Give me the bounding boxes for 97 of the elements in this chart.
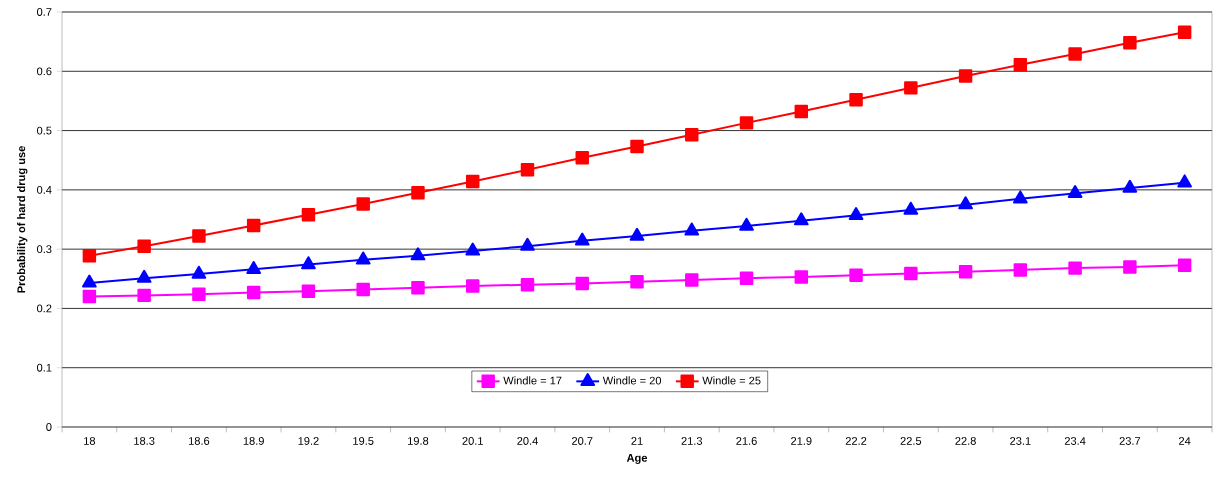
point: [904, 266, 918, 281]
point: [630, 275, 644, 289]
point: [1177, 25, 1192, 39]
point: [246, 260, 262, 274]
point: [301, 256, 316, 270]
x-tick-label: 23.1: [1010, 437, 1031, 445]
x-tick-label: 23.7: [1119, 437, 1141, 445]
x-tick-label: 21.6: [736, 437, 757, 445]
point: [685, 127, 699, 142]
point: [192, 287, 206, 301]
x-tick-label: 19.2: [298, 437, 319, 445]
y-tick-label: 0.7: [37, 8, 52, 16]
point: [301, 208, 316, 222]
point: [629, 227, 645, 241]
point: [684, 222, 700, 236]
point: [904, 81, 918, 95]
point: [356, 197, 370, 211]
x-tick-label: 19.8: [408, 437, 429, 445]
point: [1068, 261, 1082, 275]
x-tick-label: 22.5: [900, 437, 922, 445]
x-tick-label: 21.9: [791, 437, 812, 445]
point: [465, 242, 481, 256]
x-tick-label: 20.7: [572, 437, 593, 445]
point: [958, 69, 973, 83]
y-tick-label: 0.2: [37, 304, 52, 313]
point: [848, 207, 864, 221]
point: [1067, 185, 1083, 199]
x-tick-label: 18.6: [188, 437, 210, 445]
point: [136, 269, 152, 283]
x-axis-title: Age: [626, 454, 648, 464]
point: [739, 217, 754, 231]
x-tick-label: 20.1: [462, 437, 483, 445]
point: [739, 271, 754, 285]
point: [246, 218, 261, 233]
point: [355, 251, 371, 265]
x-tick-label: 21.3: [681, 437, 703, 445]
point: [137, 239, 151, 253]
point: [520, 277, 535, 292]
point: [82, 248, 97, 263]
point: [1068, 47, 1082, 61]
point: [1122, 179, 1138, 193]
point: [958, 196, 973, 210]
point: [411, 280, 425, 295]
point: [794, 104, 809, 119]
x-tick-label: 18.3: [134, 437, 155, 445]
point: [465, 174, 480, 189]
x-tick-label: 18: [84, 437, 96, 445]
x-tick-label: 22.2: [845, 437, 867, 445]
point: [794, 270, 809, 284]
point: [575, 276, 589, 291]
point: [849, 268, 863, 282]
y-tick-label: 0.6: [37, 67, 52, 76]
y-axis-title: Probability of hard drug use: [17, 146, 28, 293]
point: [575, 151, 589, 165]
point: [192, 229, 206, 243]
x-tick-label: 22.8: [955, 437, 976, 445]
y-tick-label: 0.3: [37, 245, 52, 254]
point: [191, 265, 207, 279]
y-tick-label: 0: [46, 423, 52, 431]
point: [411, 186, 425, 200]
x-tick-label: 18.9: [243, 437, 264, 445]
point: [137, 288, 151, 303]
point: [82, 274, 97, 288]
point: [465, 279, 480, 293]
point: [1013, 58, 1028, 72]
point: [82, 289, 97, 304]
y-tick-label: 0.1: [37, 363, 52, 372]
x-tick-label: 23.4: [1064, 437, 1086, 445]
x-tick-label: 20.4: [517, 437, 538, 445]
point: [739, 116, 754, 130]
point: [1123, 260, 1137, 274]
point: [356, 282, 370, 297]
point: [903, 201, 919, 215]
point: [849, 93, 863, 107]
x-tick-label: 24: [1179, 437, 1191, 445]
point: [958, 264, 973, 279]
point: [793, 212, 809, 226]
point: [685, 273, 699, 287]
point: [246, 285, 261, 300]
point: [1013, 263, 1028, 277]
x-tick-label: 19.5: [353, 437, 374, 445]
point: [520, 237, 535, 251]
point: [410, 247, 426, 261]
x-tick-label: 21: [631, 437, 643, 445]
point: [1177, 258, 1192, 272]
y-tick-label: 0.5: [37, 126, 52, 135]
point: [574, 232, 590, 246]
point: [1012, 190, 1028, 204]
point: [1123, 36, 1137, 50]
legend-label: Windle = 17: [503, 376, 562, 385]
point: [301, 284, 316, 298]
legend-label: Windle = 25: [702, 376, 761, 385]
point: [520, 162, 535, 177]
point: [1177, 174, 1192, 188]
point: [630, 139, 644, 154]
y-tick-label: 0.4: [37, 185, 52, 194]
legend-label: Windle = 20: [602, 376, 662, 385]
